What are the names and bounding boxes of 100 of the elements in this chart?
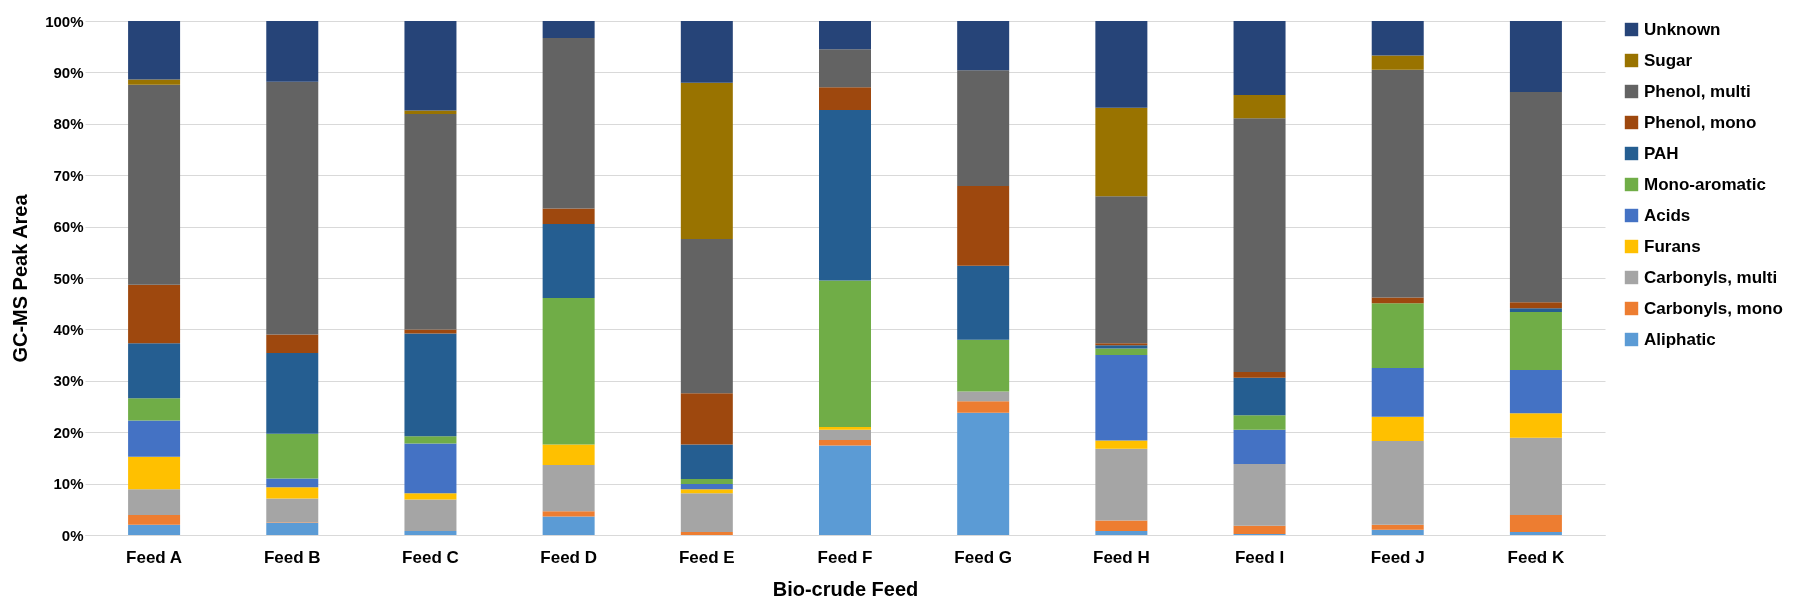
bar xyxy=(1095,196,1148,344)
bar xyxy=(957,21,1010,71)
bar xyxy=(819,109,871,281)
bar xyxy=(1371,524,1424,530)
y-tick-label: 50% xyxy=(53,269,84,287)
bar xyxy=(819,49,871,88)
y-tick-label: 90% xyxy=(53,63,84,81)
bar xyxy=(128,420,181,457)
bar xyxy=(542,298,595,445)
bar xyxy=(404,499,457,531)
x-tick-label: Feed E xyxy=(678,547,735,567)
bar xyxy=(404,443,457,494)
legend-label: Unknown xyxy=(1644,19,1721,39)
bar xyxy=(128,343,181,399)
x-tick-label: Feed J xyxy=(1370,547,1425,567)
legend-label: Furans xyxy=(1644,236,1701,256)
bar xyxy=(128,284,181,344)
x-tick-label: Feed D xyxy=(540,547,597,567)
bar xyxy=(266,498,319,523)
bar xyxy=(1233,118,1286,373)
y-tick-label: 20% xyxy=(53,423,84,441)
bar xyxy=(957,391,1010,402)
y-tick-label: 100% xyxy=(45,12,84,30)
bar xyxy=(128,21,181,80)
bar xyxy=(266,522,319,535)
y-tick-label: 10% xyxy=(53,475,84,493)
bar xyxy=(1371,303,1424,368)
bar xyxy=(404,110,457,115)
bar xyxy=(957,339,1010,392)
bar xyxy=(1233,377,1286,416)
bar xyxy=(819,445,871,535)
x-tick-label: Feed I xyxy=(1234,547,1285,567)
legend-label: Mono-aromatic xyxy=(1644,174,1766,194)
bar xyxy=(1095,21,1148,108)
y-tick-label: 30% xyxy=(53,372,84,390)
y-tick-label: 80% xyxy=(53,115,84,133)
bar xyxy=(957,265,1010,340)
bar xyxy=(542,516,595,535)
bar xyxy=(128,524,181,535)
bar xyxy=(680,238,733,394)
bar xyxy=(1095,530,1148,535)
legend-label: Sugar xyxy=(1644,50,1693,70)
bar xyxy=(404,21,457,111)
bar xyxy=(542,224,595,299)
y-tick-label: 0% xyxy=(61,526,84,544)
legend-label: PAH xyxy=(1644,143,1679,163)
bar xyxy=(1233,429,1286,465)
bar xyxy=(957,412,1010,535)
bar xyxy=(1233,525,1286,534)
bar xyxy=(680,531,733,535)
y-tick-label: 60% xyxy=(53,218,84,236)
bar xyxy=(1509,437,1562,515)
bar xyxy=(819,439,871,446)
bar xyxy=(680,444,733,479)
legend-label: Acids xyxy=(1644,205,1691,225)
bar xyxy=(819,87,871,110)
bar xyxy=(819,280,871,428)
legend-label: Aliphatic xyxy=(1644,329,1716,349)
bar xyxy=(542,208,595,225)
bar xyxy=(1371,529,1424,535)
y-tick-label: 40% xyxy=(53,320,84,338)
bar xyxy=(680,82,733,239)
bar xyxy=(1095,440,1148,449)
y-axis-title: GC-MS Peak Area xyxy=(9,193,32,363)
bar xyxy=(1371,367,1424,417)
x-tick-label: Feed B xyxy=(263,547,321,567)
bar xyxy=(1371,69,1424,298)
bar xyxy=(266,81,319,335)
x-axis-title: Bio-crude Feed xyxy=(772,577,919,600)
bar xyxy=(1095,448,1148,521)
y-tick-label: 70% xyxy=(53,166,84,184)
bar xyxy=(819,21,871,50)
bar xyxy=(1233,21,1286,96)
bar xyxy=(542,511,595,517)
legend-label: Phenol, multi xyxy=(1644,81,1751,101)
bar xyxy=(680,393,733,445)
bar xyxy=(1509,91,1562,303)
bar xyxy=(680,484,733,490)
bar xyxy=(542,37,595,209)
bar xyxy=(1509,514,1562,532)
bar xyxy=(404,333,457,437)
x-tick-label: Feed K xyxy=(1507,547,1565,567)
bar xyxy=(819,427,871,430)
x-tick-label: Feed C xyxy=(402,547,459,567)
bar xyxy=(542,465,595,512)
bar xyxy=(1371,416,1424,441)
bar xyxy=(266,478,319,488)
bar xyxy=(266,21,319,82)
bar xyxy=(1095,520,1148,531)
bar xyxy=(404,436,457,444)
bar xyxy=(404,114,457,330)
x-tick-label: Feed H xyxy=(1093,547,1150,567)
bar xyxy=(1233,95,1286,119)
bar xyxy=(1233,464,1286,526)
legend-label: Carbonyls, multi xyxy=(1644,267,1778,287)
bar xyxy=(819,429,871,440)
bar xyxy=(1509,21,1562,92)
bar xyxy=(1509,311,1562,371)
bar xyxy=(1233,372,1286,378)
bar xyxy=(542,444,595,466)
